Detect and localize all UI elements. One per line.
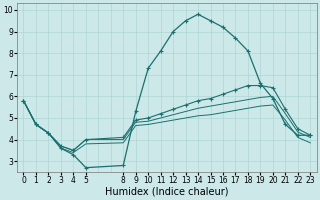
X-axis label: Humidex (Indice chaleur): Humidex (Indice chaleur)	[105, 187, 229, 197]
